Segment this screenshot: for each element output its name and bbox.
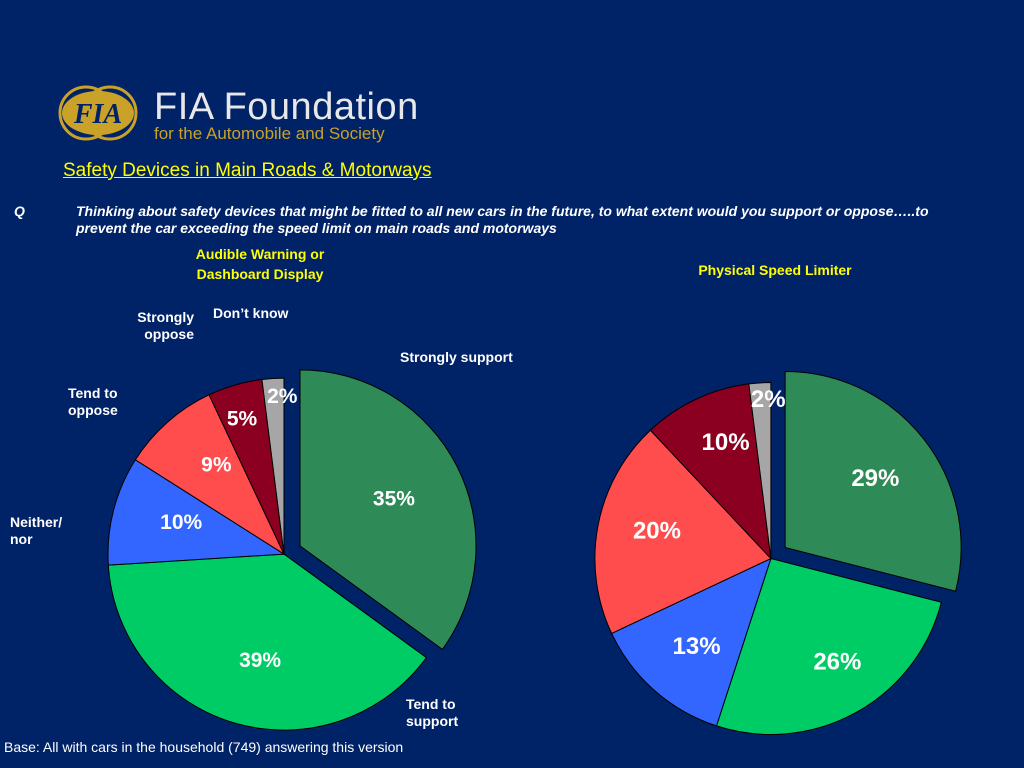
chart-title-audible-warning: Audible Warning or Dashboard Display	[195, 246, 325, 282]
chart-title-speed-limiter: Physical Speed Limiter	[698, 262, 852, 278]
label-tend-to-support: Tend to support	[406, 696, 459, 729]
question-label: Q	[14, 203, 25, 219]
base-note: Base: All with cars in the household (74…	[4, 739, 404, 755]
pie-slice-strongly-support	[784, 370, 962, 592]
pie-label-strongly-support: 29%	[851, 465, 899, 492]
pie-label-tend-to-support: 39%	[239, 649, 281, 672]
pie-slice-dont-know	[748, 382, 772, 559]
pie-label-tend-to-oppose: 20%	[633, 517, 681, 544]
pie-slice-tend-to-support	[107, 553, 428, 731]
pie-slice-dont-know	[261, 377, 285, 555]
pie-slice-neither-nor	[107, 459, 286, 566]
pie-chart-audible-warning: 35% 39% 10% 9% 5% 2%	[107, 369, 477, 731]
pie-label-strongly-oppose: 5%	[227, 408, 258, 431]
fia-emblem-icon: FIA	[58, 85, 138, 141]
logo-name: FIA Foundation	[154, 86, 419, 128]
label-strongly-oppose: Strongly oppose	[137, 309, 194, 342]
pie-chart-speed-limiter: 29% 26% 13% 20% 10%2%	[594, 370, 962, 736]
label-strongly-support: Strongly support	[400, 349, 513, 365]
pie-slice-tend-to-oppose	[134, 394, 286, 556]
question-text: Thinking about safety devices that might…	[76, 203, 929, 236]
pie-slice-tend-to-oppose	[594, 429, 772, 635]
pie-label-strongly-oppose: 10%	[702, 429, 750, 456]
page-title: Safety Devices in Main Roads & Motorways	[63, 160, 432, 181]
pie-label-strongly-support: 35%	[373, 487, 415, 510]
fia-foundation-logo: FIA FIA Foundation for the Automobile an…	[58, 78, 458, 148]
pie-label-neither-nor: 13%	[673, 633, 721, 660]
pie-slice-tend-to-support	[715, 557, 942, 736]
logo-tagline: for the Automobile and Society	[154, 124, 385, 143]
pie-slice-strongly-support	[299, 369, 477, 651]
label-dont-know: Don’t know	[213, 305, 289, 321]
pie-label-dont-know: 2%	[751, 386, 786, 413]
pie-label-dont-know: 2%	[267, 385, 298, 408]
label-neither-nor: Neither/ nor	[10, 514, 63, 547]
pie-label-tend-to-support: 26%	[813, 648, 861, 675]
pie-label-tend-to-oppose: 9%	[201, 454, 232, 477]
pie-label-neither-nor: 10%	[160, 511, 202, 534]
pie-slice-strongly-oppose	[649, 383, 772, 560]
fia-emblem-text: FIA	[73, 99, 122, 130]
pie-slice-neither-nor	[610, 557, 772, 727]
label-tend-to-oppose: Tend to oppose	[68, 385, 118, 418]
